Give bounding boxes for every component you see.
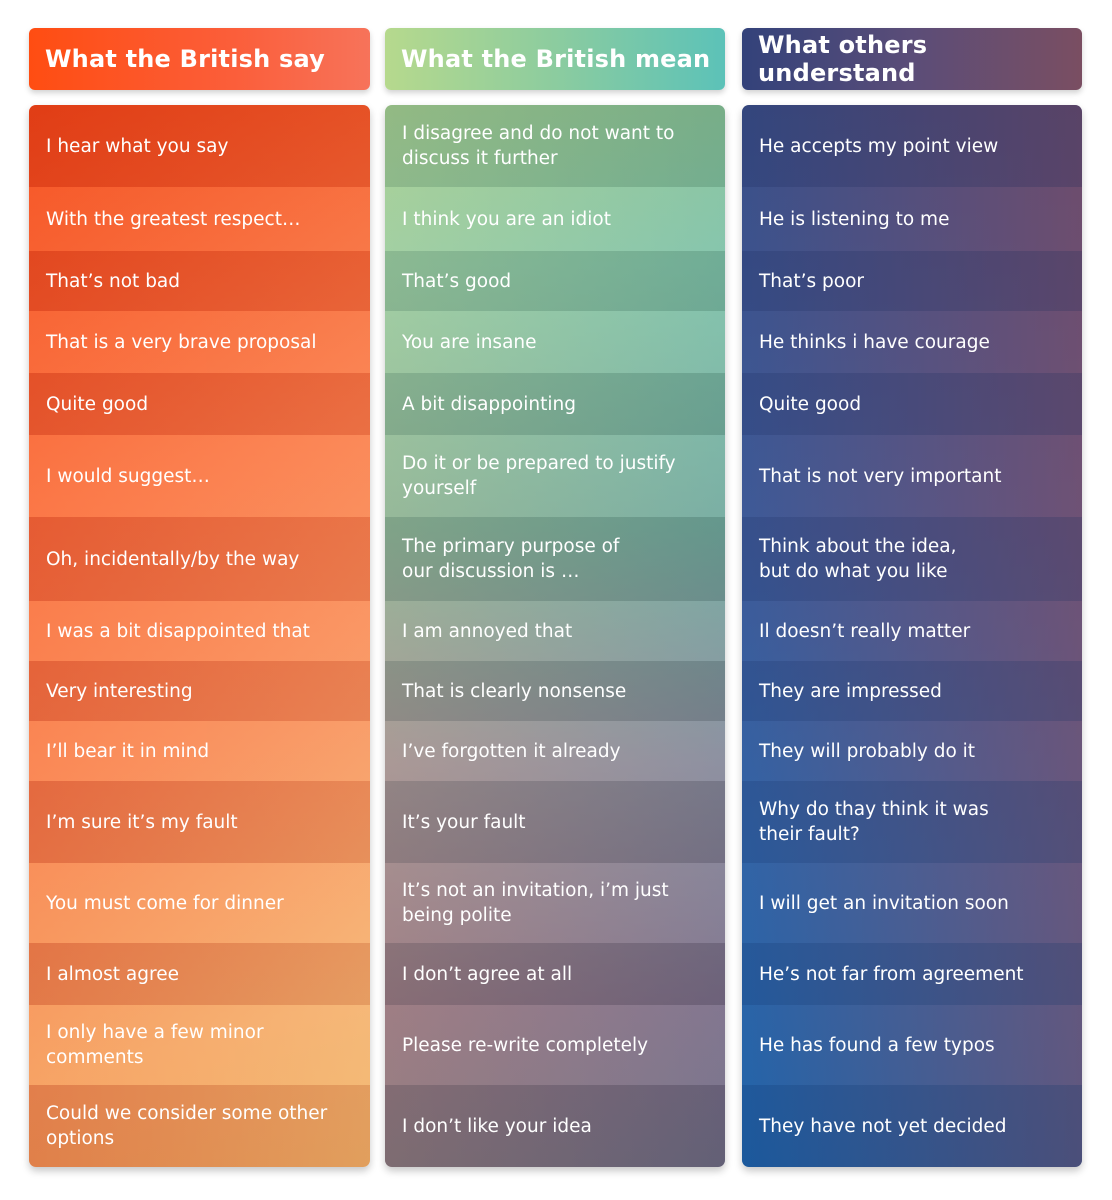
list-item: I was a bit disappointed that <box>29 601 370 661</box>
list-item: He is listening to me <box>742 187 1082 251</box>
list-item: A bit disappointing <box>385 373 725 435</box>
column-header-british-say: What the British say <box>29 28 370 90</box>
list-item: That’s not bad <box>29 251 370 311</box>
list-item: I’ve forgotten it already <box>385 721 725 781</box>
list-item: With the greatest respect… <box>29 187 370 251</box>
list-item: I hear what you say <box>29 105 370 187</box>
list-item: Do it or be prepared to justify yourself <box>385 435 725 517</box>
column-title: What the British say <box>45 45 325 73</box>
list-item: Very interesting <box>29 661 370 721</box>
list-item: They will probably do it <box>742 721 1082 781</box>
list-item: He’s not far from agreement <box>742 943 1082 1005</box>
list-item: It’s your fault <box>385 781 725 863</box>
list-item: That’s poor <box>742 251 1082 311</box>
meaning-list: I disagree and do not want to discuss it… <box>385 105 725 1167</box>
column-title: What others understand <box>758 31 928 87</box>
list-item: Il doesn’t really matter <box>742 601 1082 661</box>
list-item: Oh, incidentally/by the way <box>29 517 370 601</box>
list-item: Quite good <box>29 373 370 435</box>
list-item: That is not very important <box>742 435 1082 517</box>
list-item: Could we consider some other options <box>29 1085 370 1167</box>
list-item: I don’t agree at all <box>385 943 725 1005</box>
list-item: That’s good <box>385 251 725 311</box>
list-item: They have not yet decided <box>742 1085 1082 1167</box>
list-item: You must come for dinner <box>29 863 370 943</box>
understanding-list: He accepts my point view He is listening… <box>742 105 1082 1167</box>
list-item: It’s not an invitation, i’m just being p… <box>385 863 725 943</box>
column-header-others-understand: What others understand <box>742 28 1082 90</box>
list-item: I will get an invitation soon <box>742 863 1082 943</box>
list-item: They are impressed <box>742 661 1082 721</box>
list-item: I disagree and do not want to discuss it… <box>385 105 725 187</box>
list-item: Think about the idea, but do what you li… <box>742 517 1082 601</box>
list-item: That is a very brave proposal <box>29 311 370 373</box>
column-header-british-mean: What the British mean <box>385 28 725 90</box>
list-item: That is clearly nonsense <box>385 661 725 721</box>
list-item: He thinks i have courage <box>742 311 1082 373</box>
list-item: Why do thay think it was their fault? <box>742 781 1082 863</box>
list-item: I’ll bear it in mind <box>29 721 370 781</box>
list-item: I only have a few minor comments <box>29 1005 370 1085</box>
column-title: What the British mean <box>401 45 711 73</box>
list-item: Quite good <box>742 373 1082 435</box>
list-item: I don’t like your idea <box>385 1085 725 1167</box>
phrase-list: I hear what you say With the greatest re… <box>29 105 370 1167</box>
list-item: I would suggest… <box>29 435 370 517</box>
list-item: The primary purpose of our discussion is… <box>385 517 725 601</box>
list-item: He has found a few typos <box>742 1005 1082 1085</box>
list-item: I think you are an idiot <box>385 187 725 251</box>
list-item: I’m sure it’s my fault <box>29 781 370 863</box>
list-item: I am annoyed that <box>385 601 725 661</box>
list-item: I almost agree <box>29 943 370 1005</box>
list-item: He accepts my point view <box>742 105 1082 187</box>
list-item: Please re-write completely <box>385 1005 725 1085</box>
list-item: You are insane <box>385 311 725 373</box>
